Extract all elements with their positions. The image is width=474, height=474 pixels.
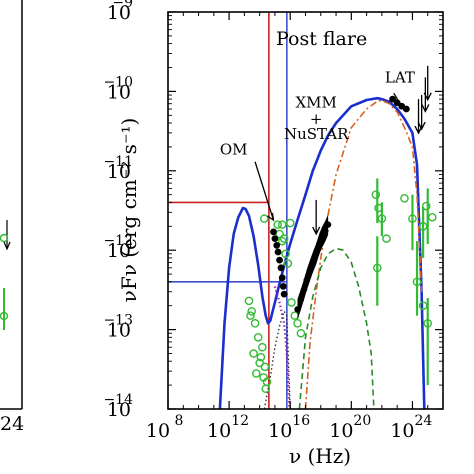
- xray-point-1: [297, 296, 305, 303]
- archival-point-26: [296, 328, 306, 338]
- xray-point-8: [318, 234, 326, 241]
- archival-point-3: [253, 332, 263, 342]
- left-panel-fragment: 24: [0, 0, 24, 435]
- archival-point-33: [408, 214, 417, 223]
- curve-second_component: [298, 247, 375, 409]
- lat-point-0: [389, 95, 396, 103]
- annotation-om-0: OM: [220, 141, 248, 159]
- annotation-xmm-1: XMM: [295, 93, 336, 111]
- upper-limit-arrow-4: [414, 99, 423, 135]
- curve-total_model: [218, 96, 426, 409]
- om-point-8: [280, 290, 288, 298]
- lat-pointer-arrow: [393, 92, 399, 102]
- annotations: OM XMM+NuSTAR LAT: [220, 68, 415, 222]
- lat-point-1: [393, 99, 401, 107]
- archival-point-9: [262, 377, 272, 387]
- axis-ticks: 10 8 1012 1016 1020 1024 10−14 10−13 10−12 10−11 1…: [103, 0, 444, 442]
- om-point-6: [278, 274, 286, 282]
- archival-point-14: [273, 220, 282, 229]
- curve-host_component: [263, 310, 291, 409]
- xray-point-9: [322, 227, 329, 235]
- om-point-3: [274, 248, 282, 256]
- om-pointer-arrow: [254, 161, 275, 221]
- archival-point-32: [400, 194, 409, 203]
- panel-title: Post flare: [276, 28, 367, 50]
- archival-point-0: [244, 296, 254, 306]
- om-point-1: [271, 235, 279, 242]
- archival-point-13: [255, 358, 264, 368]
- y-tick-label-1: 10−13: [103, 313, 133, 342]
- y-tick-label-4: 10−10: [103, 74, 133, 103]
- annotation--2: +: [310, 110, 323, 128]
- archival-point-12: [251, 369, 261, 378]
- y-tick-label-5: 10−9: [107, 0, 133, 24]
- upper-limit-arrow-3: [417, 95, 426, 131]
- archival-point-27: [371, 190, 381, 200]
- om-point-7: [279, 283, 287, 290]
- archival-point-19: [285, 218, 295, 228]
- archival-point-34: [418, 221, 428, 231]
- om-point-4: [276, 256, 283, 264]
- archival-point-37: [412, 277, 422, 287]
- y-tick-label-2: 10−12: [103, 233, 133, 262]
- xray-point-0: [294, 306, 301, 313]
- curve-ssc_component: [304, 99, 423, 409]
- archival-point-31: [372, 263, 382, 273]
- archival-point-29: [377, 214, 387, 223]
- data-points: [244, 65, 437, 394]
- xray-point-7: [316, 240, 323, 248]
- archival-point-39: [423, 319, 433, 328]
- x-tick-label-3: 1020: [329, 413, 371, 442]
- om-point-0: [270, 228, 277, 236]
- xray-point-3: [303, 276, 310, 284]
- upper-limit-arrow-2: [421, 77, 430, 113]
- archival-point-10: [246, 311, 255, 320]
- annotation-nustar-3: NuSTAR: [284, 125, 349, 143]
- archival-point-38: [418, 301, 428, 310]
- xray-band: [297, 214, 329, 320]
- archival-point-30: [382, 234, 391, 243]
- xray-point-6: [312, 250, 320, 258]
- archival-point-35: [421, 201, 431, 211]
- archival-point-24: [290, 311, 300, 320]
- x-axis-label: ν (Hz): [289, 444, 351, 468]
- archival-point-20: [259, 214, 269, 223]
- annotation-lat-4: LAT: [385, 68, 415, 86]
- x-tick-label-2: 1016: [268, 413, 310, 442]
- archival-point-5: [258, 342, 267, 352]
- archival-point-18: [283, 259, 293, 268]
- archival-point-23: [287, 298, 296, 307]
- y-axis-label: νFν (erg cm⁻² s⁻¹): [117, 118, 141, 303]
- om-point-2: [273, 241, 281, 249]
- y-tick-label-0: 10−14: [103, 392, 133, 421]
- archival-point-25: [293, 319, 302, 328]
- x-tick-label-1: 1012: [207, 413, 249, 442]
- archival-point-4: [256, 352, 266, 362]
- archival-point-11: [249, 349, 258, 358]
- y-tick-label-3: 10−11: [103, 154, 133, 183]
- archival-point-28: [374, 203, 383, 213]
- xray-point-10: [324, 221, 332, 228]
- model-curves: [218, 96, 426, 409]
- archival-point-2: [250, 319, 260, 328]
- archival-point-36: [428, 212, 437, 222]
- left-panel-tick-label: 24: [0, 413, 24, 435]
- upper-limit-arrow-0: [312, 199, 321, 236]
- x-tick-label-0: 10 8: [146, 413, 184, 442]
- x-tick-label-4: 1024: [390, 413, 432, 442]
- archival-point-1: [247, 307, 256, 316]
- xray-point-4: [306, 266, 314, 274]
- guide-lines: [168, 12, 288, 409]
- archival-point-21: [277, 220, 287, 229]
- om-point-5: [277, 264, 285, 272]
- lat-point-3: [402, 105, 410, 113]
- archival-point-17: [281, 249, 290, 259]
- archival-point-22: [279, 234, 289, 243]
- xray-point-5: [309, 259, 316, 266]
- xray-point-2: [300, 286, 308, 293]
